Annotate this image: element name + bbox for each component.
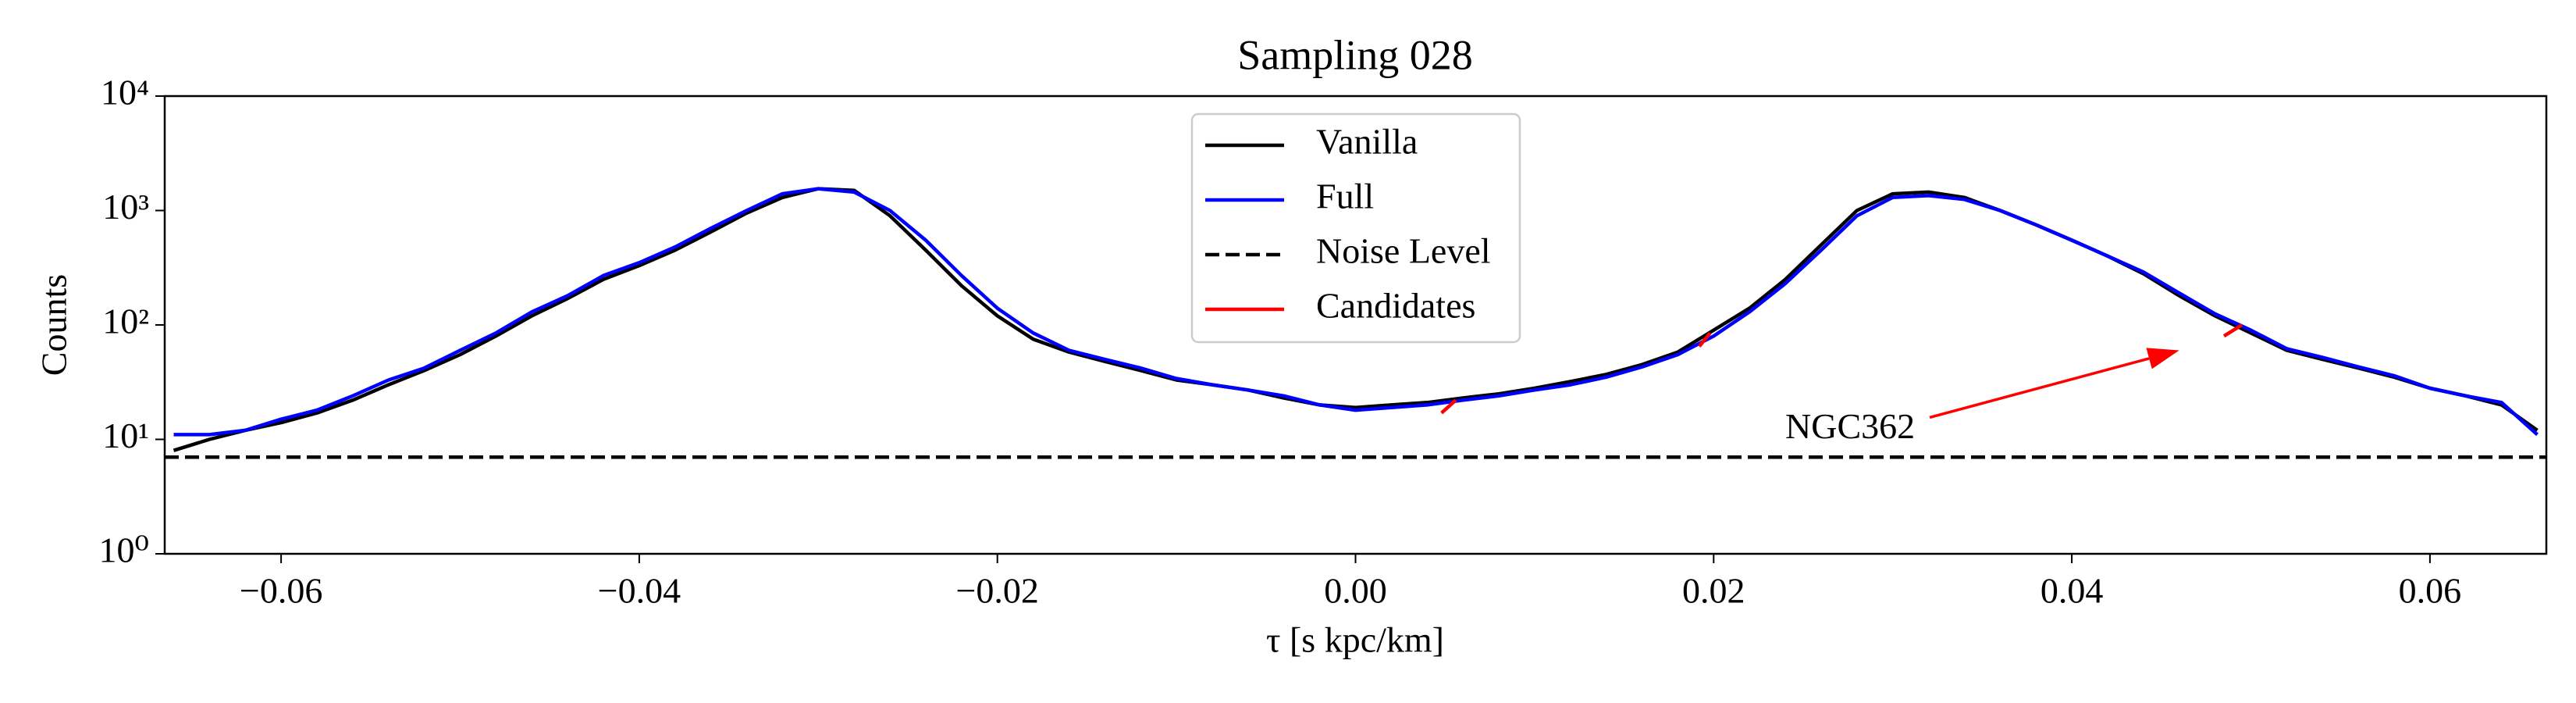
- x-tick-label: 0.00: [1324, 571, 1387, 611]
- y-tick-label: 10¹: [102, 416, 149, 455]
- y-tick-label: 10⁴: [101, 73, 149, 112]
- x-tick-label: −0.02: [955, 571, 1038, 611]
- chart-title: Sampling 028: [1237, 31, 1473, 78]
- y-tick-label: 10²: [102, 302, 149, 341]
- x-tick-label: 0.06: [2399, 571, 2462, 611]
- legend-label: Vanilla: [1316, 122, 1418, 162]
- plot-frame: [163, 95, 2548, 555]
- annotation-label: NGC362: [1785, 406, 1915, 446]
- legend-label: Candidates: [1316, 286, 1475, 326]
- legend-label: Full: [1316, 177, 1374, 216]
- annotation-arrow: [1929, 357, 2150, 419]
- series-line: [173, 187, 2539, 437]
- x-tick-label: 0.04: [2041, 571, 2104, 611]
- y-tick-label: 10⁰: [99, 530, 149, 570]
- annotation-arrowhead: [2146, 348, 2179, 369]
- x-tick-label: 0.02: [1682, 571, 1745, 611]
- legend-box: [1190, 112, 1521, 344]
- series-line: [1440, 323, 2243, 415]
- x-tick-label: −0.06: [240, 571, 322, 611]
- y-axis-label: Counts: [34, 274, 74, 376]
- x-tick-label: −0.04: [598, 571, 681, 611]
- legend-label: Noise Level: [1316, 231, 1491, 271]
- y-tick-label: 10³: [102, 187, 149, 227]
- x-axis-label: τ [s kpc/km]: [1266, 620, 1444, 660]
